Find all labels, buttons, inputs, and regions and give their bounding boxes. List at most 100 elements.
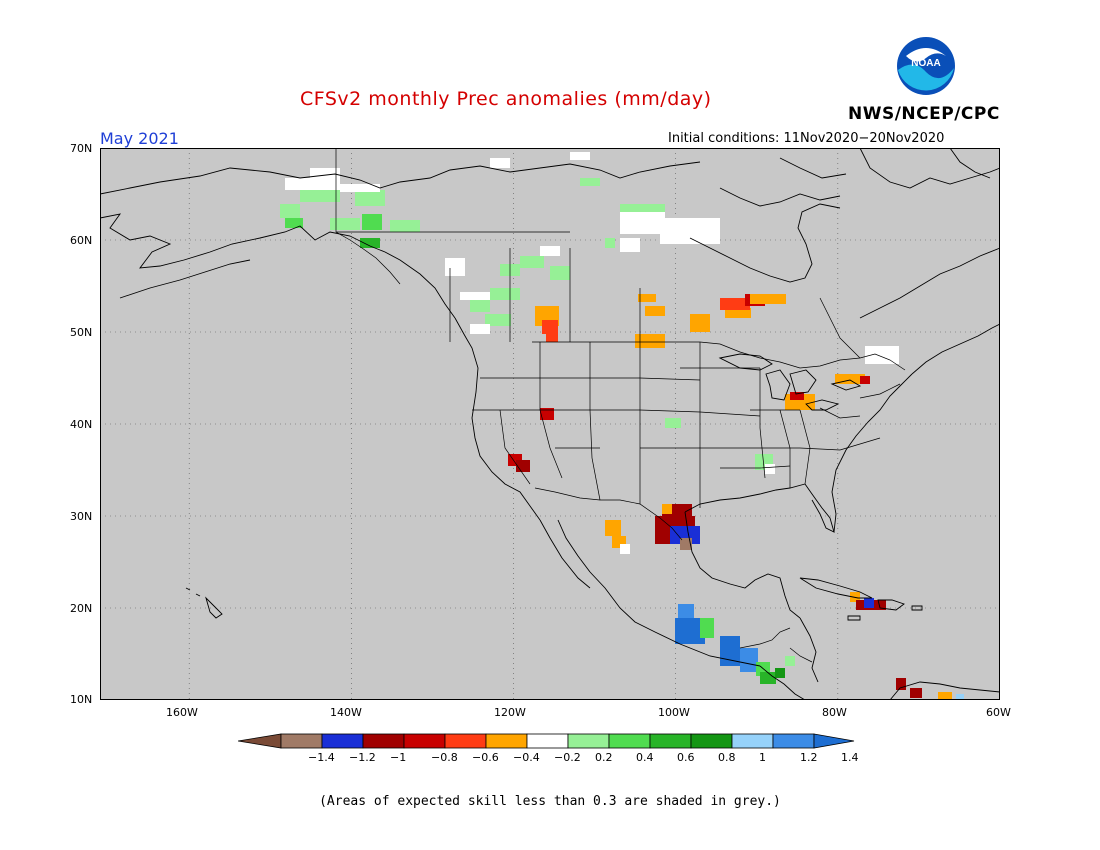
colorbar-arrow-right <box>813 733 855 749</box>
colorbar-tick-label: 0.6 <box>677 751 695 764</box>
anomaly-cell <box>720 298 750 310</box>
anomaly-cell <box>635 334 665 348</box>
anomaly-cell <box>620 544 630 554</box>
anomaly-cell <box>910 688 922 698</box>
colorbar-tick-label: −0.8 <box>431 751 458 764</box>
map-panel <box>100 148 1000 700</box>
anomaly-cell <box>790 392 804 400</box>
lon-label: 140W <box>330 706 362 719</box>
colorbar-tick-label: −0.4 <box>513 751 540 764</box>
colorbar-segment <box>321 733 364 749</box>
anomaly-cell <box>550 266 570 280</box>
anomaly-cell <box>285 218 303 228</box>
lat-label: 10N <box>70 693 93 706</box>
anomaly-cell <box>490 158 510 168</box>
anomaly-cell <box>300 190 340 202</box>
colorbar-tick-label: 0.8 <box>718 751 736 764</box>
anomaly-cell <box>785 656 795 666</box>
colorbar-segment <box>731 733 774 749</box>
anomaly-cell <box>645 306 665 316</box>
anomaly-cell <box>896 678 906 690</box>
colorbar <box>238 733 855 749</box>
colorbar-tick-label: −0.2 <box>554 751 581 764</box>
anomaly-cell <box>390 220 420 232</box>
valid-month-label: May 2021 <box>100 129 179 148</box>
colorbar-tick-label: 1.2 <box>800 751 818 764</box>
anomaly-cell <box>330 218 360 230</box>
anomaly-cell <box>280 204 300 218</box>
anomaly-cell <box>360 238 380 248</box>
colorbar-tick-label: −1.4 <box>308 751 335 764</box>
anomaly-cell <box>540 246 560 256</box>
lat-label: 60N <box>70 234 93 247</box>
political-borders <box>335 148 906 663</box>
lon-label: 80W <box>822 706 847 719</box>
colorbar-segment <box>567 733 610 749</box>
anomaly-cell <box>760 672 776 684</box>
noaa-logo-icon: NOAA <box>897 37 955 95</box>
colorbar-tick-label: 0.2 <box>595 751 613 764</box>
anomaly-cell <box>285 178 340 190</box>
colorbar-tick-label: −0.6 <box>472 751 499 764</box>
anomaly-cell <box>520 256 544 268</box>
anomaly-cell <box>680 538 692 550</box>
lat-label: 20N <box>70 602 93 615</box>
lat-label: 70N <box>70 142 93 155</box>
anomaly-cells <box>280 152 964 700</box>
anomaly-cell <box>445 258 465 276</box>
colorbar-segment <box>526 733 569 749</box>
anomaly-cell <box>355 190 385 206</box>
lon-label: 100W <box>658 706 690 719</box>
anomaly-cell <box>605 520 621 536</box>
lon-label: 120W <box>494 706 526 719</box>
lat-label: 50N <box>70 326 93 339</box>
gridlines <box>100 148 1000 700</box>
anomaly-cell <box>750 294 786 304</box>
colorbar-segment <box>485 733 528 749</box>
lon-label: 60W <box>986 706 1011 719</box>
anomaly-cell <box>460 292 490 300</box>
anomaly-cell <box>700 618 714 638</box>
colorbar-segment <box>608 733 651 749</box>
colorbar-segment <box>690 733 733 749</box>
anomaly-cell <box>540 408 554 420</box>
anomaly-cell <box>546 328 558 342</box>
colorbar-segment <box>403 733 446 749</box>
anomaly-cell <box>362 214 382 230</box>
colorbar-tick-label: 0.4 <box>636 751 654 764</box>
anomaly-cell <box>775 668 785 678</box>
anomaly-cell <box>835 374 865 384</box>
colorbar-tick-label: −1 <box>390 751 407 764</box>
anomaly-cell <box>725 308 751 318</box>
colorbar-arrow-left <box>238 733 282 749</box>
colorbar-segment <box>362 733 405 749</box>
colorbar-segment <box>649 733 692 749</box>
anomaly-cell <box>620 208 665 234</box>
logo-text: NOAA <box>911 58 940 69</box>
anomaly-cell <box>690 314 710 332</box>
anomaly-cell <box>620 204 665 212</box>
anomaly-cell <box>720 636 740 666</box>
anomaly-cell <box>670 526 700 544</box>
anomaly-cell <box>310 168 340 178</box>
anomaly-cell <box>620 238 640 252</box>
anomaly-cell <box>660 218 720 244</box>
coastlines <box>100 148 1000 700</box>
lat-label: 30N <box>70 510 93 523</box>
anomaly-cell <box>864 598 874 608</box>
anomaly-cell <box>516 460 530 472</box>
anomaly-cell <box>638 294 656 302</box>
anomaly-cell <box>470 324 490 334</box>
initial-conditions-label: Initial conditions: 11Nov2020−20Nov2020 <box>668 131 945 146</box>
colorbar-tick-label: 1 <box>759 751 766 764</box>
anomaly-cell <box>605 238 615 248</box>
colorbar-segment <box>772 733 815 749</box>
anomaly-cell <box>665 418 681 428</box>
anomaly-cell <box>860 376 870 384</box>
anomaly-cell <box>570 152 590 160</box>
anomaly-cell <box>662 504 672 514</box>
anomaly-cell <box>740 648 758 672</box>
anomaly-cell <box>865 346 899 364</box>
skill-footnote: (Areas of expected skill less than 0.3 a… <box>319 794 781 809</box>
colorbar-tick-label: −1.2 <box>349 751 376 764</box>
